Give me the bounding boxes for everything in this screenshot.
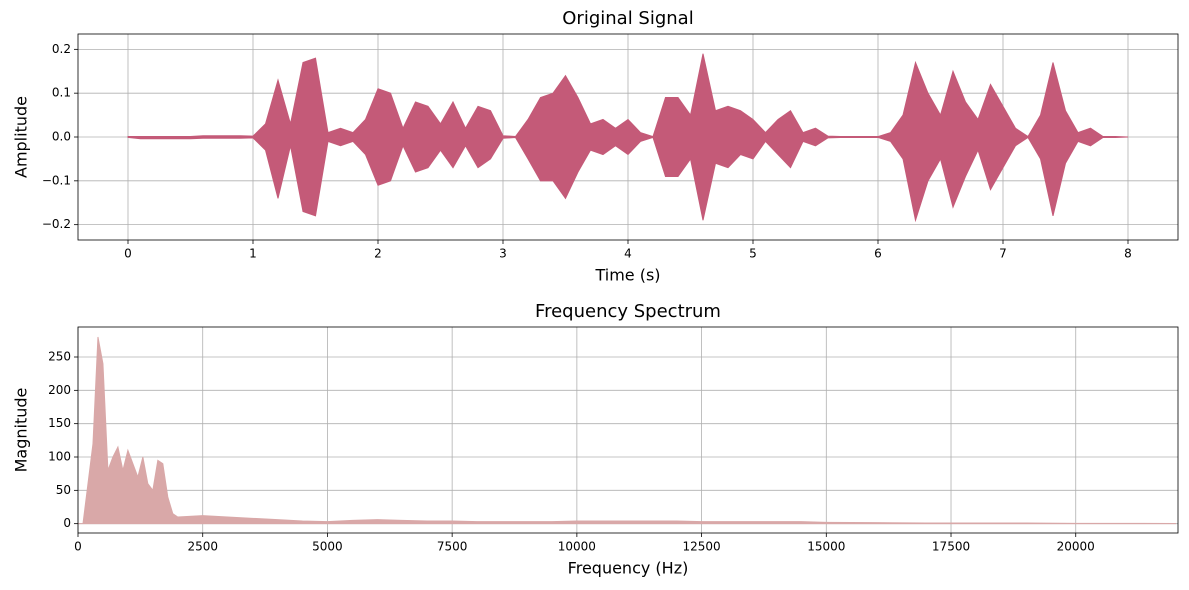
x-tick-label: 6	[874, 247, 882, 261]
y-tick-label: −0.2	[42, 217, 71, 231]
y-tick-label: 200	[48, 383, 71, 397]
x-axis-label: Time (s)	[594, 266, 660, 285]
y-tick-label: 150	[48, 416, 71, 430]
x-tick-label: 1	[249, 247, 257, 261]
chart-title: Original Signal	[562, 8, 693, 29]
area	[127, 53, 1129, 138]
x-tick-label: 20000	[1057, 540, 1095, 554]
x-tick-label: 0	[74, 540, 82, 554]
x-tick-label: 12500	[682, 540, 720, 554]
y-axis-label: Magnitude	[12, 388, 31, 473]
x-tick-label: 5	[749, 247, 757, 261]
y-tick-label: 250	[48, 350, 71, 364]
plot-frame	[77, 326, 1179, 534]
y-axis-label: Amplitude	[12, 96, 31, 178]
x-tick-label: 4	[624, 247, 632, 261]
y-tick-label: 0	[63, 516, 71, 530]
y-tick-label: 100	[48, 450, 71, 464]
y-tick-label: −0.1	[42, 173, 71, 187]
y-tick-label: 0.0	[52, 130, 71, 144]
chart-title: Frequency Spectrum	[535, 301, 721, 322]
x-axis-label: Frequency (Hz)	[568, 559, 689, 578]
x-tick-label: 10000	[558, 540, 596, 554]
area	[127, 136, 1129, 223]
x-tick-label: 15000	[807, 540, 845, 554]
y-tick-label: 0.2	[52, 42, 71, 56]
y-tick-label: 50	[56, 483, 71, 497]
y-tick-label: 0.1	[52, 86, 71, 100]
x-tick-label: 7	[999, 247, 1007, 261]
area	[78, 336, 1177, 525]
x-tick-label: 5000	[312, 540, 343, 554]
plot-frame	[77, 33, 1179, 241]
x-tick-label: 2500	[187, 540, 218, 554]
x-tick-label: 7500	[437, 540, 468, 554]
x-tick-label: 8	[1124, 247, 1132, 261]
x-tick-label: 3	[499, 247, 507, 261]
x-tick-label: 17500	[932, 540, 970, 554]
x-tick-label: 0	[124, 247, 132, 261]
x-tick-label: 2	[374, 247, 382, 261]
